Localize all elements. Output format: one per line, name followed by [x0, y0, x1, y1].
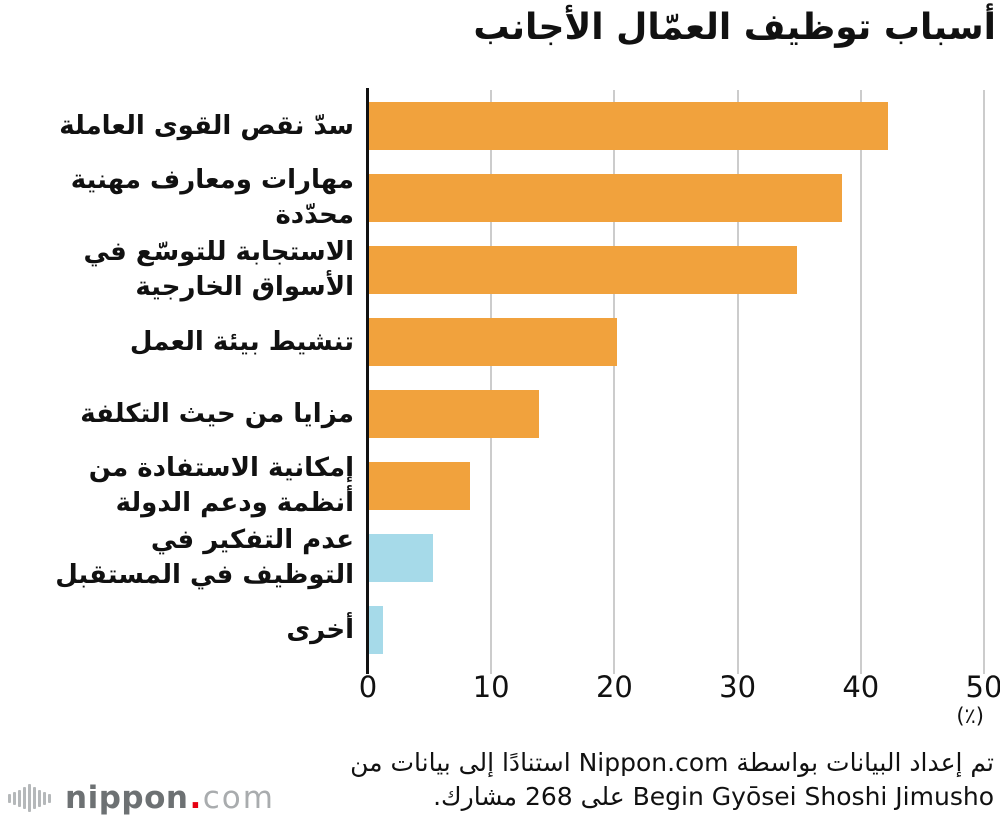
- nippon-logo: nippon. com: [8, 776, 275, 820]
- soundwave-bar: [28, 784, 31, 812]
- chart-title: أسباب توظيف العمّال الأجانب: [473, 7, 996, 48]
- bar: [369, 462, 471, 510]
- gridline: [490, 90, 493, 674]
- category-label: تنشيط بيئة العمل: [0, 306, 354, 378]
- category-label: مهارات ومعارف مهنية محدّدة: [0, 162, 354, 234]
- bar: [369, 606, 383, 654]
- soundwave-bar: [48, 793, 51, 803]
- bar: [369, 534, 434, 582]
- x-tick-label: 20: [595, 670, 633, 704]
- source-line-1: تم إعداد البيانات بواسطة Nippon.com استن…: [350, 748, 994, 777]
- x-tick-label: 10: [472, 670, 510, 704]
- x-tick-label: 30: [719, 670, 757, 704]
- logo-brand: nippon: [65, 780, 189, 816]
- x-tick-label: 50: [965, 670, 1000, 704]
- category-label: عدم التفكير في التوظيف في المستقبل: [0, 522, 354, 594]
- category-label: سدّ نقص القوى العاملة: [0, 90, 354, 162]
- bar: [369, 102, 888, 150]
- bar: [369, 390, 540, 438]
- category-label: مزايا من حيث التكلفة: [0, 378, 354, 450]
- bar: [369, 174, 843, 222]
- logo-suffix: com: [202, 780, 275, 816]
- category-label-text: مهارات ومعارف مهنية محدّدة: [70, 165, 354, 230]
- plot-area: [366, 88, 985, 674]
- category-label-text: مزايا من حيث التكلفة: [80, 398, 354, 429]
- category-label-text: سدّ نقص القوى العاملة: [59, 110, 354, 141]
- x-tick-label: 40: [842, 670, 880, 704]
- soundwave-bar: [43, 791, 46, 805]
- soundwave-bar: [23, 787, 26, 809]
- soundwave-bar: [33, 787, 36, 809]
- category-label-text: إمكانية الاستفادة من أنظمة ودعم الدولة: [88, 453, 354, 518]
- logo-wordmark: nippon. com: [65, 780, 275, 816]
- category-label: الاستجابة للتوسّع في الأسواق الخارجية: [0, 234, 354, 306]
- source-line-2: Begin Gyōsei Shoshi Jimusho على 268 مشار…: [433, 782, 994, 811]
- category-label-text: عدم التفكير في التوظيف في المستقبل: [55, 525, 354, 590]
- gridline: [859, 90, 862, 674]
- category-label-text: الاستجابة للتوسّع في الأسواق الخارجية: [83, 237, 354, 302]
- soundwave-bar: [38, 789, 41, 807]
- category-label-text: تنشيط بيئة العمل: [129, 326, 354, 357]
- x-unit-label: (٪): [956, 704, 984, 728]
- soundwave-bar: [13, 791, 16, 805]
- bar: [369, 246, 797, 294]
- gridline: [736, 90, 739, 674]
- soundwave-bar: [18, 789, 21, 807]
- category-label: إمكانية الاستفادة من أنظمة ودعم الدولة: [0, 450, 354, 522]
- category-label: أخرى: [0, 594, 354, 666]
- soundwave-bar: [8, 793, 11, 803]
- category-label-text: أخرى: [286, 614, 354, 645]
- gridline: [983, 90, 985, 674]
- gridline: [613, 90, 616, 674]
- soundwave-icon: [8, 781, 53, 815]
- source-note: تم إعداد البيانات بواسطة Nippon.com استن…: [280, 746, 994, 814]
- logo-dot: .: [189, 780, 202, 816]
- y-axis-line: [366, 88, 369, 674]
- x-tick-label: 0: [358, 670, 378, 704]
- x-axis: 0 10 20 30 40 50: [0, 670, 1000, 706]
- category-labels: سدّ نقص القوى العاملة مهارات ومعارف مهنية…: [0, 90, 368, 666]
- bar: [369, 318, 617, 366]
